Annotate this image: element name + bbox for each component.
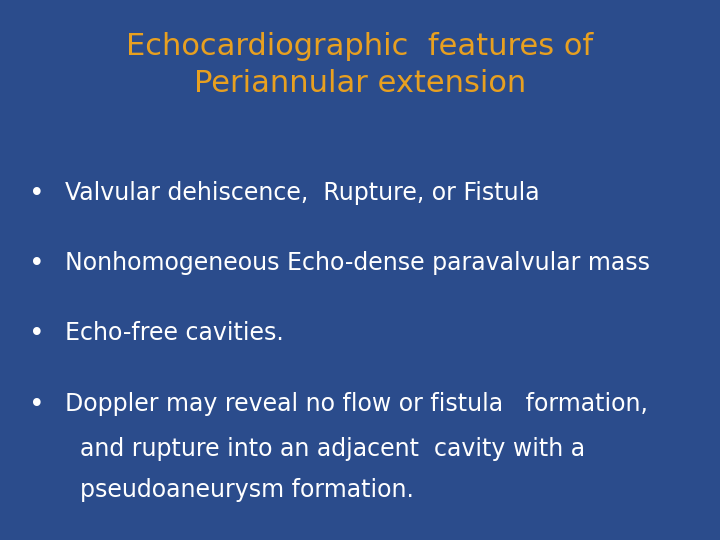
Text: •: • [29,321,45,347]
Text: Doppler may reveal no flow or fistula   formation,: Doppler may reveal no flow or fistula fo… [65,392,648,415]
Text: Valvular dehiscence,  Rupture, or Fistula: Valvular dehiscence, Rupture, or Fistula [65,181,539,205]
Text: pseudoaneurysm formation.: pseudoaneurysm formation. [65,478,414,502]
Text: and rupture into an adjacent  cavity with a: and rupture into an adjacent cavity with… [65,437,585,461]
Text: Nonhomogeneous Echo-dense paravalvular mass: Nonhomogeneous Echo-dense paravalvular m… [65,251,649,275]
Text: •: • [29,181,45,207]
Text: Echocardiographic  features of
Periannular extension: Echocardiographic features of Periannula… [127,32,593,98]
Text: Echo-free cavities.: Echo-free cavities. [65,321,284,345]
Text: •: • [29,251,45,277]
Text: •: • [29,392,45,417]
